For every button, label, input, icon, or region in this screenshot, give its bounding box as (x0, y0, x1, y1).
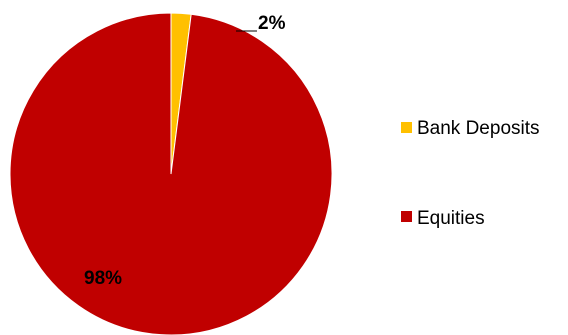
legend-item-equities[interactable]: Equities (401, 208, 485, 229)
slice-equities[interactable] (9, 12, 333, 335)
legend-swatch-bank-deposits (401, 122, 412, 133)
pie-slices (9, 12, 333, 335)
legend: Bank Deposits Equities (401, 118, 540, 229)
legend-label-bank-deposits: Bank Deposits (417, 118, 540, 139)
legend-label-equities: Equities (417, 208, 485, 229)
data-label-equities: 98% (84, 268, 122, 289)
data-label-bank-deposits: 2% (258, 13, 286, 34)
legend-swatch-equities (401, 211, 412, 222)
legend-item-bank-deposits[interactable]: Bank Deposits (401, 118, 540, 139)
